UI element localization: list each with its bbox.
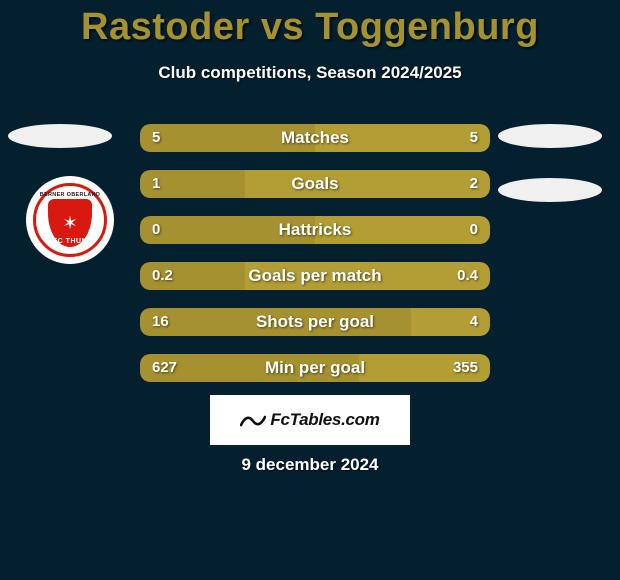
stat-row: Hattricks00 xyxy=(140,216,490,244)
stat-bar-right xyxy=(315,124,490,152)
stat-row: Goals per match0.20.4 xyxy=(140,262,490,290)
stat-bar-right xyxy=(411,308,490,336)
team-logo-label: FC THUN xyxy=(53,238,87,245)
page-title: Rastoder vs Toggenburg xyxy=(0,0,620,49)
stat-bar-right xyxy=(359,354,490,382)
right-team-oval-1 xyxy=(498,124,602,148)
stat-bar-left xyxy=(140,354,359,382)
stat-row: Goals12 xyxy=(140,170,490,198)
comparison-bars: Matches55 Goals12 Hattricks00 Goals per mat… xyxy=(140,124,490,400)
stat-row: Min per goal627355 xyxy=(140,354,490,382)
date-line: 9 december 2024 xyxy=(0,455,620,475)
fctables-badge-text: FcTables.com xyxy=(270,410,379,430)
stat-bar-right xyxy=(245,170,490,198)
fctables-badge[interactable]: FcTables.com xyxy=(210,395,410,445)
stat-bar-left xyxy=(140,216,315,244)
star-icon: ✶ xyxy=(62,214,77,232)
team-logo-ring: BERNER OBERLAND ✶ FC THUN xyxy=(33,183,107,257)
stat-bar-left xyxy=(140,308,411,336)
stat-bar-left xyxy=(140,262,245,290)
left-team-oval xyxy=(8,124,112,148)
stat-row: Matches55 xyxy=(140,124,490,152)
stat-bar-left xyxy=(140,124,315,152)
stat-bar-left xyxy=(140,170,245,198)
stat-row: Shots per goal164 xyxy=(140,308,490,336)
subtitle: Club competitions, Season 2024/2025 xyxy=(0,63,620,83)
team-logo: BERNER OBERLAND ✶ FC THUN xyxy=(26,176,114,264)
fctables-icon xyxy=(240,411,266,429)
team-logo-shield: ✶ FC THUN xyxy=(48,199,92,247)
stat-bar-right xyxy=(245,262,490,290)
team-logo-top-text: BERNER OBERLAND xyxy=(40,192,100,198)
stat-bar-right xyxy=(315,216,490,244)
right-team-oval-2 xyxy=(498,178,602,202)
